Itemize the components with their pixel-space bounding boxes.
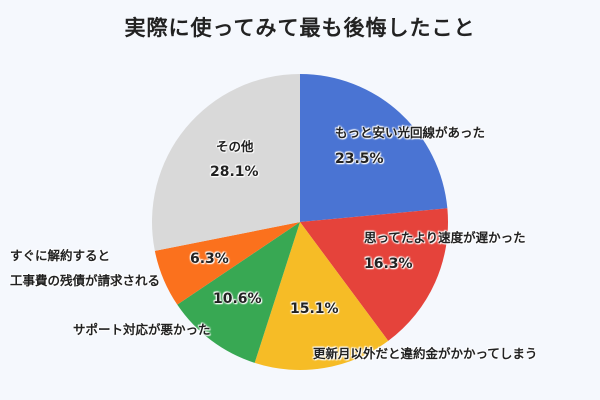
pct-cancellation-fee: 15.1% — [290, 301, 339, 317]
label-construction-fee-line1: すぐに解約すると — [10, 248, 111, 263]
label-bad-support: サポート対応が悪かった — [73, 322, 211, 337]
pie-slice-1 — [300, 208, 448, 341]
pie-slice-0 — [300, 74, 448, 222]
label-construction-fee-line2: 工事費の残債が請求される — [10, 273, 161, 288]
pct-other: 28.1% — [210, 164, 259, 180]
label-cheaper-line: もっと安い光回線があった — [335, 125, 486, 140]
pct-construction-fee: 6.3% — [190, 251, 229, 267]
pct-cheaper-line: 23.5% — [335, 151, 384, 167]
pie-slice-5 — [152, 74, 300, 251]
chart-title: 実際に使ってみて最も後悔したこと — [124, 16, 476, 40]
pie-slice-2 — [254, 222, 389, 370]
pct-bad-support: 10.6% — [213, 291, 262, 307]
pie-slice-3 — [177, 222, 300, 363]
pct-slow-speed: 16.3% — [364, 256, 413, 272]
pie-slice-4 — [154, 222, 300, 305]
label-slow-speed: 思ってたより速度が遅かった — [364, 230, 526, 245]
label-cancellation-fee: 更新月以外だと違約金がかかってしまう — [313, 346, 538, 361]
label-other: その他 — [216, 139, 254, 154]
